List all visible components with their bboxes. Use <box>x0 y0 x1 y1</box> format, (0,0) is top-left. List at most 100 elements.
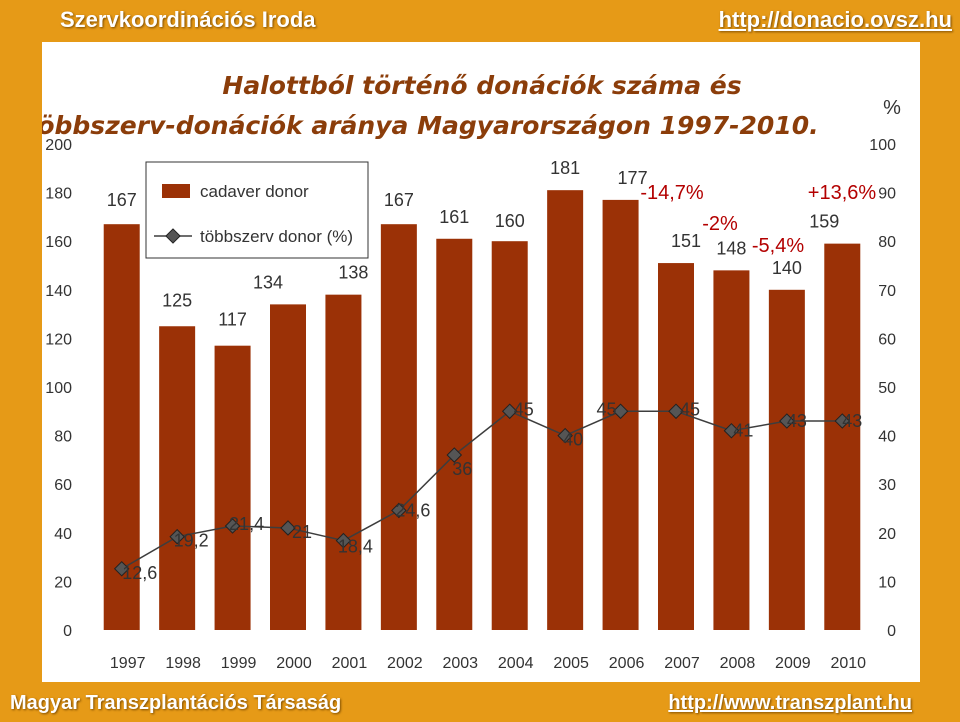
x-tick-1997: 1997 <box>110 655 146 672</box>
annotation-4: +13,6% <box>808 182 877 204</box>
right-tick-10: 10 <box>878 574 896 591</box>
donation-chart: 167 125 117 134 138 167 161 160 181 177 151 148 140 1… <box>42 71 901 672</box>
legend: cadaver donor többszerv donor (%) <box>145 161 369 259</box>
line-label-2006: 45 <box>597 399 617 419</box>
line-label-2004: 45 <box>514 399 534 419</box>
left-tick-20: 20 <box>54 574 72 591</box>
legend-line-marker <box>165 228 181 244</box>
chart-title-line1: Halottból történő donációk száma és <box>222 71 741 100</box>
line-label-2007: 45 <box>680 399 700 419</box>
legend-bar-label: cadaver donor <box>200 182 309 201</box>
bar-1999 <box>214 345 251 630</box>
line-marker-1997 <box>113 560 130 577</box>
line-marker-2008 <box>723 422 740 439</box>
bar-label-1999: 117 <box>218 310 247 330</box>
bar-2002 <box>380 224 417 630</box>
line-marker-2007 <box>668 403 684 420</box>
left-tick-60: 60 <box>54 477 72 494</box>
x-tick-2004: 2004 <box>498 655 534 672</box>
x-tick-1998: 1998 <box>165 655 201 672</box>
line-label-2005: 40 <box>563 430 583 450</box>
bar-label-2009: 140 <box>772 258 802 278</box>
left-tick-80: 80 <box>54 429 72 446</box>
bar-label-2006: 177 <box>618 168 648 188</box>
line-marker-2001 <box>335 532 352 549</box>
right-tick-40: 40 <box>878 429 896 446</box>
right-tick-70: 70 <box>878 283 896 300</box>
line-label-2000: 21 <box>292 522 312 542</box>
footer-title: Magyar Transzplantációs Társaság <box>10 692 342 714</box>
line-label-2001: 18,4 <box>338 537 373 557</box>
line-marker-1998 <box>169 528 185 545</box>
legend-bar-swatch <box>162 184 190 198</box>
line-label-2010: 43 <box>842 411 862 431</box>
footer-link[interactable]: http://www.transzplant.hu <box>668 692 912 714</box>
x-tick-2002: 2002 <box>387 655 423 672</box>
annotation-1: -14,7% <box>640 182 704 204</box>
left-tick-40: 40 <box>54 526 72 543</box>
right-tick-20: 20 <box>878 526 896 543</box>
x-tick-2005: 2005 <box>553 655 589 672</box>
line-marker-2009 <box>779 413 795 429</box>
bar-2003 <box>436 238 473 630</box>
legend-line-label: többszerv donor (%) <box>200 227 353 246</box>
right-tick-0: 0 <box>887 623 896 640</box>
bar-1998 <box>159 326 196 630</box>
bar-label-2007: 151 <box>671 231 701 251</box>
line-marker-2002 <box>391 502 407 519</box>
chart-panel: 167 125 117 134 138 167 161 160 181 177 151 148 140 1… <box>42 42 920 682</box>
left-tick-140: 140 <box>45 283 72 300</box>
x-tick-2010: 2010 <box>830 655 866 672</box>
chart-title-line2: többszerv-donációk aránya Magyarországon… <box>42 111 819 140</box>
bar-2000 <box>270 304 306 630</box>
bar-label-1998: 125 <box>162 290 192 310</box>
right-tick-90: 90 <box>878 186 896 203</box>
bar-label-2004: 160 <box>495 211 525 231</box>
right-axis-title: % <box>883 97 901 119</box>
bar-2008 <box>713 270 750 630</box>
x-tick-2006: 2006 <box>609 655 645 672</box>
bar-2007 <box>658 263 694 630</box>
bar-label-2000: 134 <box>253 272 283 292</box>
line-marker-2004 <box>501 403 518 420</box>
left-tick-120: 120 <box>45 331 72 348</box>
x-tick-2008: 2008 <box>720 655 756 672</box>
line-label-1997: 12,6 <box>122 563 157 583</box>
line-series-multiorgan <box>121 410 843 570</box>
x-tick-2001: 2001 <box>332 655 368 672</box>
right-tick-30: 30 <box>878 477 896 494</box>
x-tick-2009: 2009 <box>775 655 811 672</box>
bar-label-2003: 161 <box>439 207 469 227</box>
line-marker-2006 <box>612 403 629 420</box>
header-link[interactable]: http://donacio.ovsz.hu <box>718 7 952 32</box>
bar-2004 <box>491 241 528 630</box>
right-tick-50: 50 <box>878 380 896 397</box>
line-label-2003: 36 <box>452 459 472 479</box>
right-tick-80: 80 <box>878 234 896 251</box>
annotation-3: -5,4% <box>752 235 804 257</box>
bar-label-2001: 138 <box>338 263 368 283</box>
line-label-2008: 41 <box>733 421 753 441</box>
annotation-2: -2% <box>702 213 738 235</box>
x-tick-2000: 2000 <box>276 655 312 672</box>
left-tick-180: 180 <box>45 186 72 203</box>
bar-label-2005: 181 <box>550 158 580 178</box>
left-tick-200: 200 <box>45 137 72 154</box>
line-label-2002: 24,6 <box>395 500 430 520</box>
x-tick-1999: 1999 <box>221 655 257 672</box>
left-tick-0: 0 <box>63 623 72 640</box>
right-tick-100: 100 <box>869 137 896 154</box>
line-marker-1999 <box>224 518 241 534</box>
bar-2010 <box>824 243 861 630</box>
line-label-2009: 43 <box>787 411 807 431</box>
header-title: Szervkoordinációs Iroda <box>60 7 316 32</box>
line-marker-2010 <box>834 413 851 429</box>
bar-label-2002: 167 <box>384 190 414 210</box>
x-tick-2007: 2007 <box>664 655 700 672</box>
bar-label-2008: 148 <box>716 238 746 258</box>
line-label-1999: 21,4 <box>229 514 264 534</box>
line-label-1998: 19,2 <box>174 531 209 551</box>
bar-label-1997: 167 <box>107 190 137 210</box>
x-tick-2003: 2003 <box>442 655 478 672</box>
line-marker-2000 <box>280 520 296 536</box>
